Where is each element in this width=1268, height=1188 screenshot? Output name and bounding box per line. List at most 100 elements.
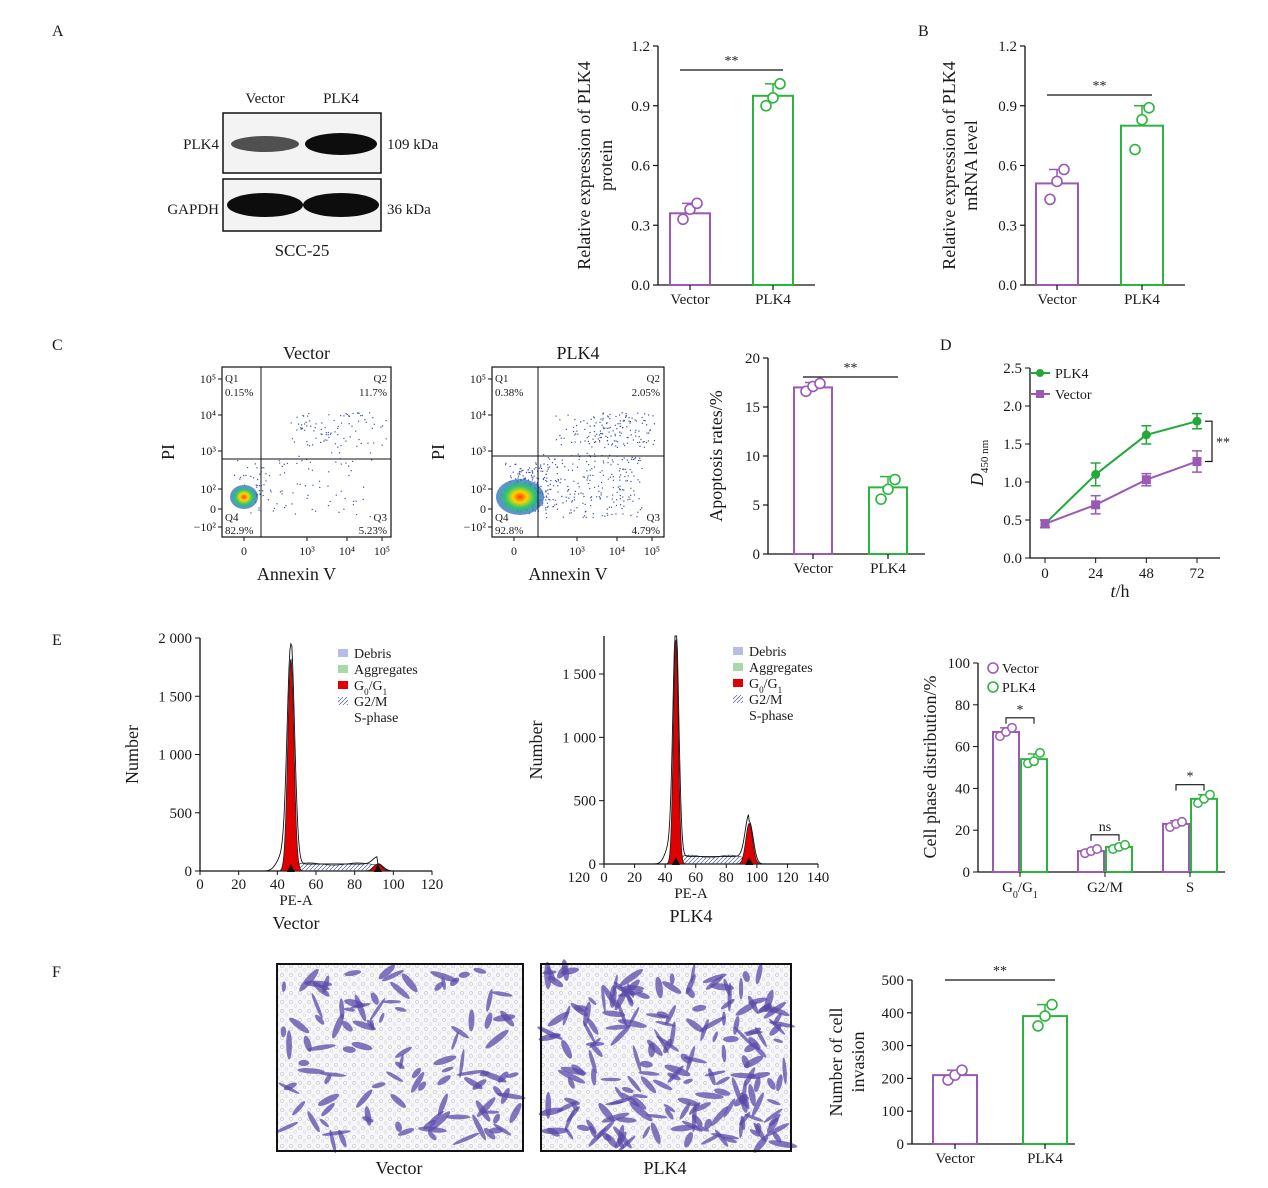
event-dot <box>641 507 643 509</box>
cell <box>298 1059 310 1067</box>
quadrant-value: 5.23% <box>359 525 387 537</box>
cell <box>767 1099 781 1106</box>
event-dot <box>292 492 294 494</box>
event-dot <box>549 488 551 491</box>
significance-bracket <box>1205 420 1213 463</box>
event-dot <box>356 514 358 516</box>
event-dot <box>611 498 613 500</box>
cell <box>763 1001 786 1019</box>
event-dot <box>531 471 534 473</box>
series-line <box>1044 460 1198 525</box>
event-dot <box>639 457 641 459</box>
event-dot <box>599 498 601 500</box>
event-dot <box>327 434 329 436</box>
event-dot <box>381 425 384 427</box>
event-dot <box>586 452 588 455</box>
cell <box>733 1015 740 1035</box>
event-dot <box>567 485 569 487</box>
legend-label: S-phase <box>354 711 398 726</box>
event-dot <box>627 437 629 439</box>
event-dot <box>542 502 544 504</box>
y-tick-label: −10² <box>464 520 487 534</box>
event-dot <box>598 490 600 492</box>
event-dot <box>623 443 625 445</box>
cell <box>655 976 664 999</box>
event-dot <box>324 427 326 429</box>
y-axis-label: invasion <box>848 1032 868 1093</box>
cell <box>369 997 386 1021</box>
event-dot <box>620 504 622 506</box>
cell <box>616 1117 637 1123</box>
event-dot <box>532 477 534 479</box>
event-dot <box>281 490 283 492</box>
significance-label: ** <box>725 54 739 69</box>
data-point <box>1092 844 1102 854</box>
event-dot <box>307 415 309 417</box>
cell <box>497 1092 526 1100</box>
cell <box>749 1129 761 1137</box>
event-dot <box>320 433 322 435</box>
cell <box>602 1132 611 1142</box>
cell <box>710 1133 740 1140</box>
cell <box>758 1003 772 1013</box>
event-dot <box>630 434 632 436</box>
event-dot <box>590 418 592 420</box>
event-dot <box>306 497 308 499</box>
bar <box>1020 758 1048 874</box>
event-dot <box>587 440 590 442</box>
cell <box>344 970 362 977</box>
event-dot <box>574 418 576 421</box>
event-dot <box>514 463 516 466</box>
event-dot <box>630 514 632 516</box>
cell <box>289 1017 310 1034</box>
event-dot <box>529 471 531 474</box>
event-dot <box>629 422 631 424</box>
x-tick-label: 0 <box>511 544 517 558</box>
event-dot <box>583 420 585 422</box>
cell <box>537 1026 563 1040</box>
cell <box>744 1042 758 1053</box>
event-dot <box>602 419 604 421</box>
event-dot <box>250 475 252 478</box>
data-point <box>1091 500 1101 510</box>
event-dot <box>328 436 330 439</box>
event-dot <box>259 493 261 495</box>
event-dot <box>311 469 314 471</box>
event-dot <box>358 412 360 414</box>
event-dot <box>573 430 575 433</box>
event-dot <box>344 497 346 500</box>
y-tick-label: 1.2 <box>998 39 1017 55</box>
event-dot <box>628 496 630 498</box>
cell <box>591 1068 597 1086</box>
event-dot <box>328 471 330 473</box>
event-dot <box>633 494 636 496</box>
event-dot <box>540 467 543 470</box>
cell <box>585 1041 605 1047</box>
event-dot <box>559 435 561 437</box>
event-dot <box>635 435 637 437</box>
event-dot <box>600 481 603 484</box>
event-dot <box>535 463 537 465</box>
event-dot <box>335 494 337 496</box>
cell <box>663 1104 676 1113</box>
event-dot <box>542 478 544 481</box>
event-dot <box>621 459 623 461</box>
event-dot <box>556 508 559 510</box>
cell <box>629 1102 653 1122</box>
cell <box>299 968 319 992</box>
cell <box>735 1001 758 1016</box>
significance-bracket <box>1175 784 1205 791</box>
event-dot <box>350 470 352 472</box>
event-dot <box>609 413 611 416</box>
event-dot <box>551 462 554 464</box>
event-dot <box>302 414 304 417</box>
event-dot <box>584 511 586 513</box>
cell <box>705 976 724 990</box>
cell <box>731 1077 742 1102</box>
event-dot <box>565 428 568 431</box>
event-dot <box>625 471 627 473</box>
event-dot <box>634 419 636 421</box>
event-dot <box>294 513 296 515</box>
y-axis-label: Relative expression of PLK4 <box>574 61 594 269</box>
